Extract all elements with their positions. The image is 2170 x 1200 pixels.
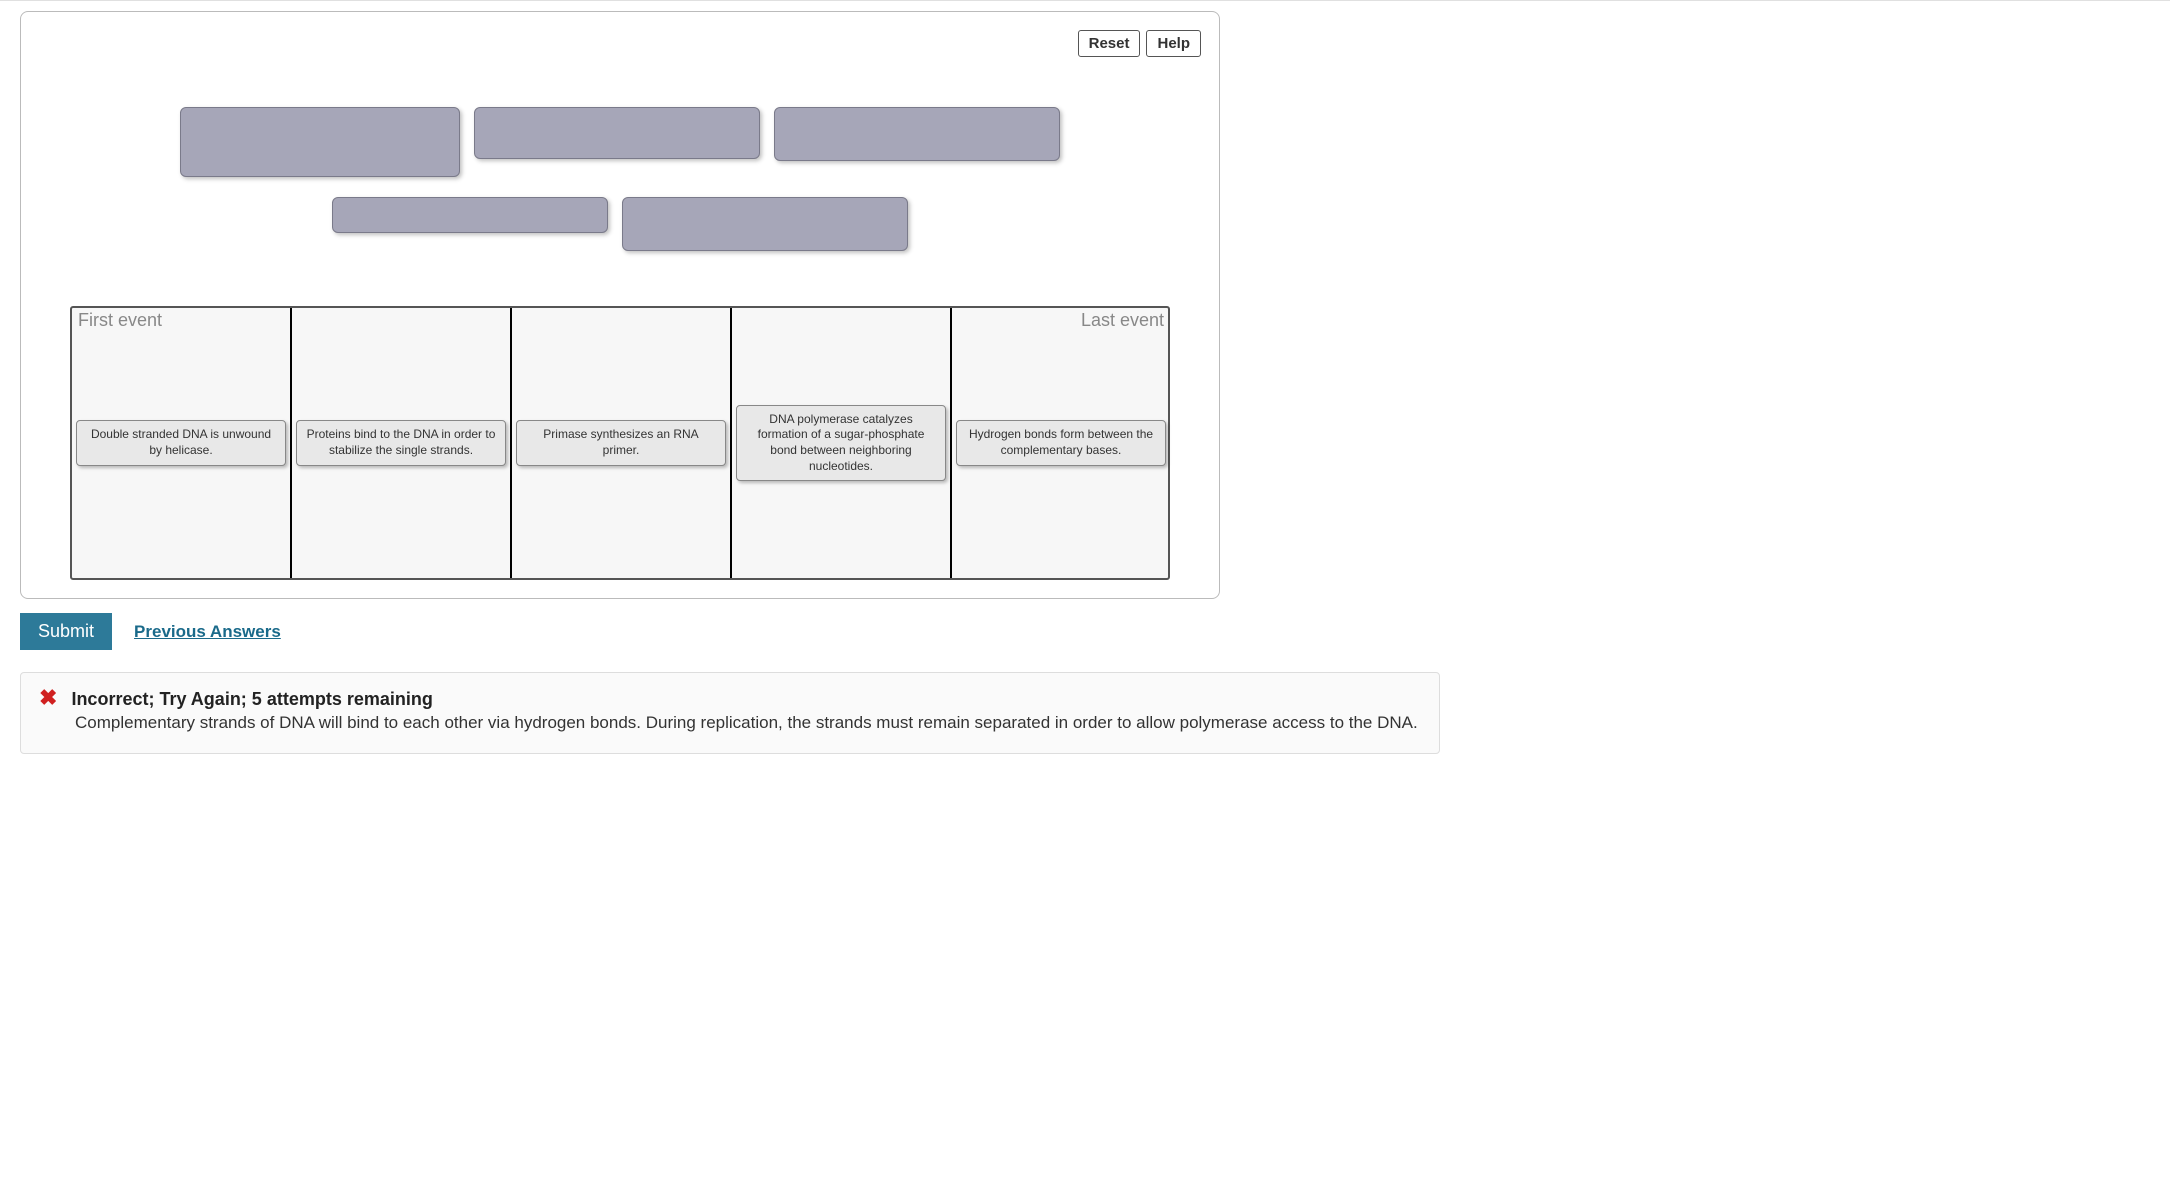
action-row: Submit Previous Answers — [20, 613, 2150, 650]
last-event-label: Last event — [1081, 310, 1164, 331]
answer-card[interactable]: Proteins bind to the DNA in order to sta… — [296, 420, 506, 465]
source-tile[interactable] — [622, 197, 908, 251]
drop-slot-4[interactable]: DNA polymerase catalyzes formation of a … — [732, 308, 952, 578]
source-row-2 — [332, 197, 908, 251]
page-container: Reset Help First event Double stranded D… — [0, 1, 2170, 774]
drop-target-grid: First event Double stranded DNA is unwou… — [70, 306, 1170, 580]
help-button[interactable]: Help — [1146, 30, 1201, 57]
first-event-label: First event — [78, 310, 162, 331]
submit-button[interactable]: Submit — [20, 613, 112, 650]
drop-slot-2[interactable]: Proteins bind to the DNA in order to sta… — [292, 308, 512, 578]
feedback-title: Incorrect; Try Again; 5 attempts remaini… — [71, 689, 432, 710]
reset-button[interactable]: Reset — [1078, 30, 1141, 57]
source-tile[interactable] — [474, 107, 760, 159]
panel-toolbar: Reset Help — [39, 30, 1201, 57]
answer-card[interactable]: Double stranded DNA is unwound by helica… — [76, 420, 286, 465]
previous-answers-link[interactable]: Previous Answers — [134, 622, 281, 642]
source-tile[interactable] — [332, 197, 608, 233]
answer-card[interactable]: Hydrogen bonds form between the compleme… — [956, 420, 1166, 465]
feedback-header: ✖ Incorrect; Try Again; 5 attempts remai… — [39, 687, 1421, 710]
answer-card[interactable]: DNA polymerase catalyzes formation of a … — [736, 405, 946, 481]
drop-slot-3[interactable]: Primase synthesizes an RNA primer. — [512, 308, 732, 578]
drop-slot-5[interactable]: Last event Hydrogen bonds form between t… — [952, 308, 1170, 578]
answer-card[interactable]: Primase synthesizes an RNA primer. — [516, 420, 726, 465]
incorrect-icon: ✖ — [39, 687, 57, 709]
drop-slot-1[interactable]: First event Double stranded DNA is unwou… — [72, 308, 292, 578]
source-row-1 — [180, 107, 1060, 177]
source-tile[interactable] — [180, 107, 460, 177]
question-panel: Reset Help First event Double stranded D… — [20, 11, 1220, 599]
draggable-source-area — [39, 107, 1201, 251]
source-tile[interactable] — [774, 107, 1060, 161]
feedback-body: Complementary strands of DNA will bind t… — [75, 712, 1421, 735]
feedback-panel: ✖ Incorrect; Try Again; 5 attempts remai… — [20, 672, 1440, 754]
